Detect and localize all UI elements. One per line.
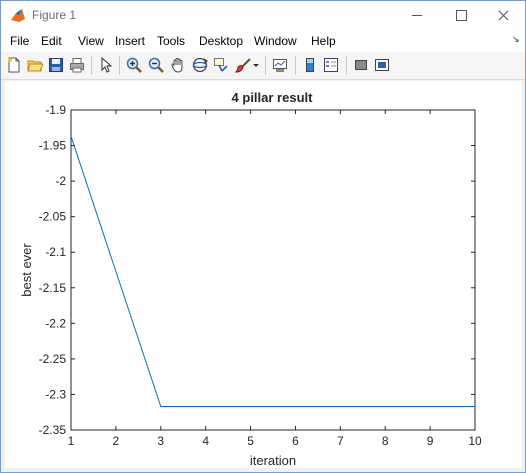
rotate-3d-icon[interactable]	[192, 57, 208, 73]
figure-canvas[interactable]: 4 pillar result -1.9 -1.95 -2 -2.05 -2.1 -2.1…	[5, 81, 522, 468]
menu-desktop[interactable]: Desktop	[199, 34, 244, 48]
y-axis: -1.9 -1.95 -2 -2.05 -2.1 -2.15 -2.2 -2.25 -2.3 -2…	[39, 103, 475, 437]
toolbar-separator	[119, 56, 120, 75]
x-tick-label: 6	[292, 434, 299, 448]
chart-title: 4 pillar result	[232, 90, 314, 105]
maximize-button[interactable]	[439, 1, 483, 30]
toolbar-separator	[346, 56, 347, 75]
x-tick-label: 3	[157, 434, 164, 448]
x-tick-label: 8	[382, 434, 389, 448]
toolbar-separator	[265, 56, 266, 75]
y-tick-label: -2.15	[39, 281, 67, 295]
y-tick-label: -2.25	[39, 352, 67, 366]
axes-box[interactable]	[70, 109, 476, 431]
x-axis-label: iteration	[250, 453, 296, 468]
y-tick-label: -2.2	[45, 316, 66, 330]
menu-overflow-arrow-icon[interactable]: ↘	[512, 34, 520, 44]
x-tick-label: 1	[68, 434, 75, 448]
menu-insert[interactable]: Insert	[115, 34, 146, 48]
matlab-icon	[11, 9, 25, 22]
y-tick-label: -2.1	[45, 245, 66, 259]
y-tick-label: -2.3	[45, 387, 66, 401]
zoom-in-icon[interactable]	[126, 57, 142, 73]
save-icon[interactable]	[48, 57, 64, 73]
y-tick-label: -2.05	[39, 210, 67, 224]
open-file-icon[interactable]	[27, 57, 43, 73]
y-tick-label: -2	[55, 174, 66, 188]
legend-icon[interactable]	[323, 57, 339, 73]
toolbar-separator	[295, 56, 296, 75]
x-tick-label: 10	[468, 434, 482, 448]
y-tick-label: -2.35	[39, 423, 67, 437]
colorbar-icon[interactable]	[302, 57, 318, 73]
menu-window[interactable]: Window	[254, 34, 297, 48]
y-axis-label: best ever	[19, 243, 34, 297]
link-plot-icon[interactable]	[272, 57, 288, 73]
x-tick-label: 4	[202, 434, 209, 448]
x-axis: 1 2 3 4 5 6 7 8 9 10	[68, 110, 482, 448]
pan-icon[interactable]	[170, 57, 186, 73]
minimize-button[interactable]	[395, 1, 439, 30]
x-tick-label: 5	[247, 434, 254, 448]
x-tick-label: 9	[427, 434, 434, 448]
title-bar[interactable]: Figure 1	[1, 1, 525, 30]
data-cursor-icon[interactable]	[213, 57, 229, 73]
hide-plot-tools-icon[interactable]	[353, 57, 369, 73]
series-line	[70, 136, 475, 407]
zoom-out-icon[interactable]	[148, 57, 164, 73]
y-tick-label: -1.9	[45, 103, 66, 117]
x-tick-label: 2	[113, 434, 120, 448]
figure-toolbar	[1, 52, 525, 80]
x-tick-label: 7	[337, 434, 344, 448]
brush-icon[interactable]	[235, 57, 251, 73]
pointer-icon[interactable]	[98, 57, 114, 73]
new-figure-icon[interactable]	[6, 57, 22, 73]
toolbar-separator	[91, 56, 92, 75]
plot-svg: 4 pillar result -1.9 -1.95 -2 -2.05 -2.1 -2.1…	[19, 90, 482, 468]
print-icon[interactable]	[69, 57, 85, 73]
menu-help[interactable]: Help	[311, 34, 336, 48]
show-plot-tools-icon[interactable]	[374, 57, 390, 73]
menu-edit[interactable]: Edit	[41, 34, 62, 48]
menu-bar: File Edit View Insert Tools Desktop Wind…	[1, 30, 525, 52]
menu-file[interactable]: File	[10, 34, 30, 48]
window-title: Figure 1	[32, 8, 77, 22]
close-button[interactable]	[482, 1, 526, 30]
menu-view[interactable]: View	[78, 34, 104, 48]
y-tick-label: -1.95	[39, 139, 67, 153]
brush-dropdown-icon[interactable]	[252, 57, 260, 73]
menu-tools[interactable]: Tools	[157, 34, 186, 48]
